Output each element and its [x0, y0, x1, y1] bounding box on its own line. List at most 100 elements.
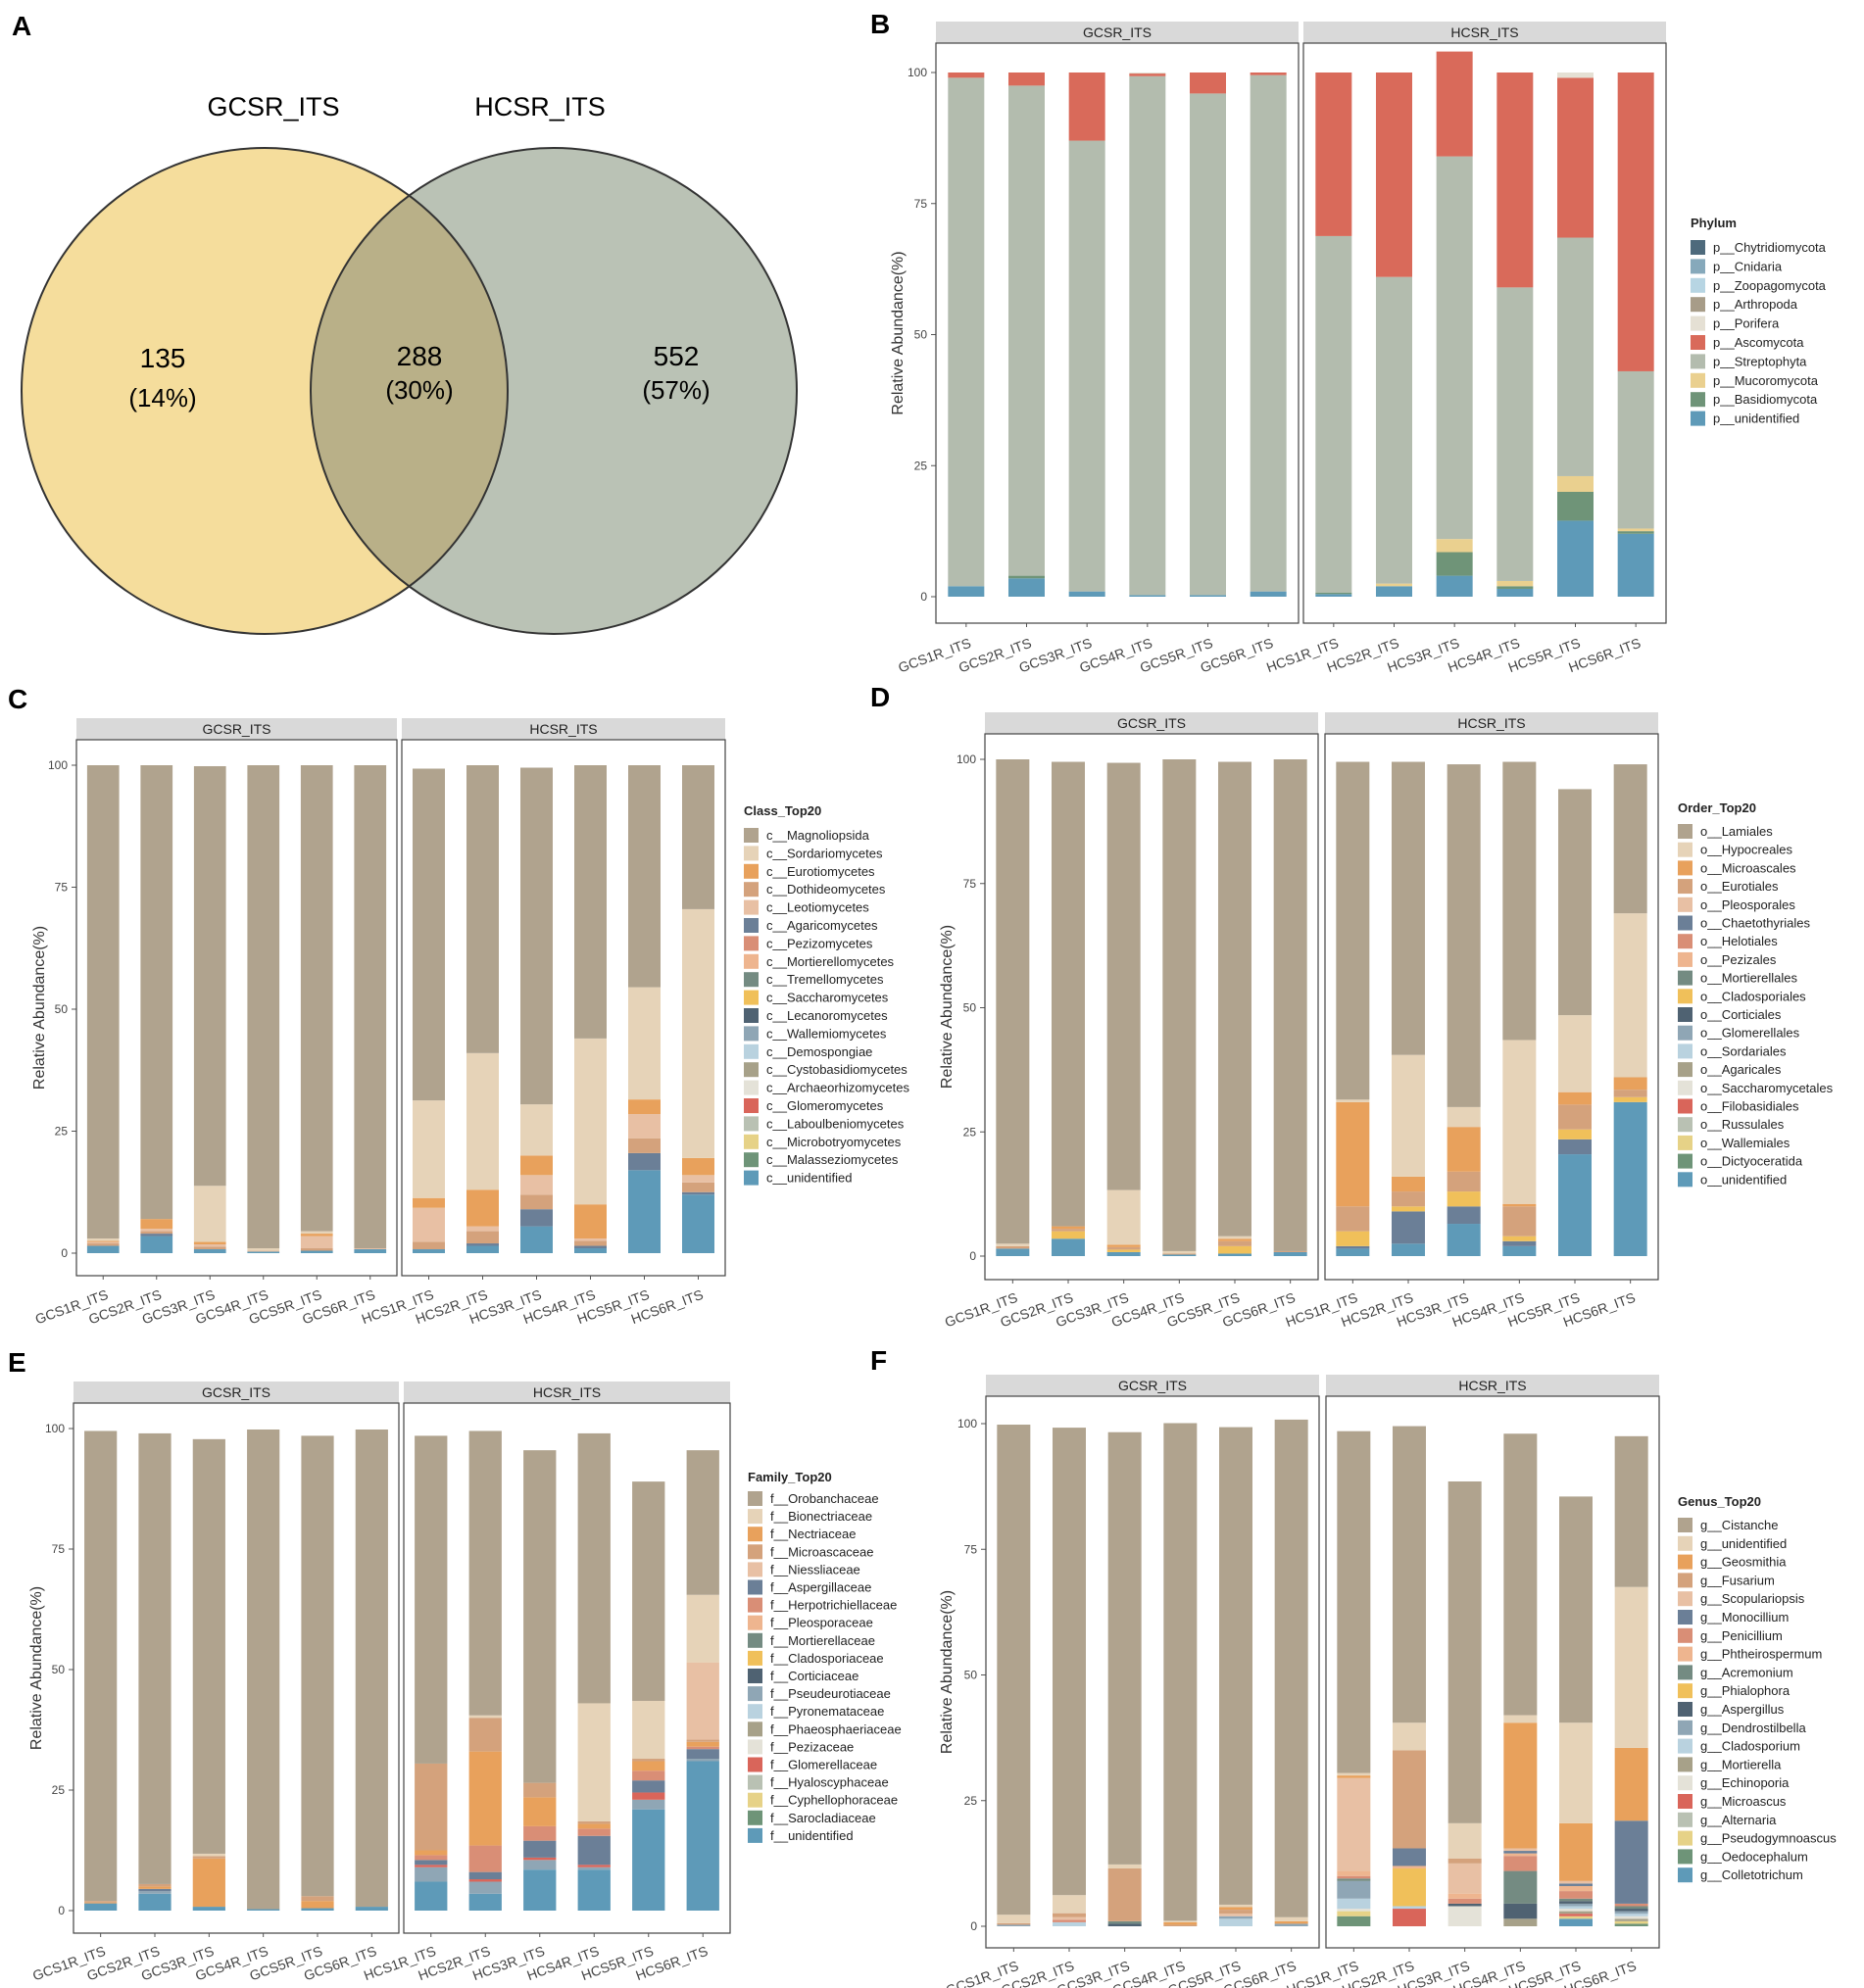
bar-segment: [86, 1243, 120, 1246]
bar-segment: [628, 987, 661, 1100]
bar-segment: [1614, 1909, 1648, 1912]
legend-label: o__Mortierellales: [1700, 971, 1797, 986]
legend-swatch: [748, 1544, 762, 1560]
bar-segment: [1376, 586, 1412, 597]
legend-label: f__Corticiaceae: [770, 1669, 858, 1683]
y-tick-label: 0: [969, 1249, 976, 1263]
legend-label: p__Porifera: [1713, 316, 1780, 331]
legend-label: f__Niessliaceae: [770, 1562, 860, 1576]
venn-overlap-count: 288: [397, 341, 443, 371]
bar-segment: [140, 1234, 173, 1236]
bar-segment: [1107, 1923, 1142, 1926]
bar-segment: [523, 1869, 557, 1911]
legend-label: o__Corticiales: [1700, 1007, 1782, 1022]
bar-segment: [1107, 1431, 1142, 1865]
legend-label: g__Dendrostilbella: [1700, 1721, 1806, 1735]
bar-segment: [1218, 1253, 1251, 1256]
bar-segment: [1219, 1904, 1252, 1908]
bar-segment: [948, 586, 985, 597]
bar-segment: [632, 1770, 665, 1781]
legend-label: f__Microascaceae: [770, 1544, 874, 1559]
bar-segment: [1447, 1206, 1481, 1225]
bar-segment: [140, 1229, 173, 1232]
bar-segment: [1447, 1224, 1481, 1256]
bar-segment: [1337, 1875, 1371, 1879]
legend-label: c__Wallemiomycetes: [766, 1026, 887, 1041]
bar-segment: [574, 1238, 607, 1241]
bar-segment: [1447, 1127, 1481, 1172]
bar-segment: [1008, 575, 1045, 579]
legend-swatch: [744, 846, 759, 861]
bar-segment: [1614, 1918, 1648, 1921]
facet-strip-label: HCSR_ITS: [1458, 1378, 1526, 1393]
bar-segment: [1162, 1253, 1197, 1255]
bar-segment: [1559, 1883, 1593, 1886]
bar-segment: [686, 1746, 719, 1750]
legend-swatch: [744, 1134, 759, 1149]
facet-strip-label: HCSR_ITS: [1450, 24, 1518, 40]
bar-segment: [1447, 1906, 1482, 1926]
facet-strip: [402, 718, 725, 740]
bar-segment: [1163, 1920, 1198, 1922]
legend-swatch: [1678, 860, 1692, 876]
bar-segment: [1218, 1236, 1251, 1239]
bar-segment: [1617, 528, 1654, 532]
bar-segment: [1502, 1240, 1537, 1246]
bar-segment: [1614, 1820, 1648, 1904]
bar-segment: [1447, 1171, 1481, 1192]
bar-segment: [1436, 575, 1473, 597]
bar-segment: [192, 1856, 225, 1859]
bar-segment: [1496, 586, 1534, 589]
bar-segment: [1163, 1924, 1198, 1926]
legend-label: p__unidentified: [1713, 412, 1799, 426]
bar-segment: [1614, 1914, 1648, 1916]
chart-family: Relative Abundance(%)0255075100GCSR_ITSG…: [28, 1382, 902, 1983]
bar-segment: [1393, 1909, 1426, 1926]
bar-segment: [413, 768, 445, 1101]
bar-segment: [1614, 1911, 1648, 1915]
bar-segment: [466, 1231, 499, 1244]
bar-segment: [1315, 235, 1352, 593]
venn-right-label: HCSR_ITS: [474, 92, 606, 121]
bar-segment: [1447, 1863, 1482, 1894]
bar-segment: [682, 1175, 714, 1183]
legend-label: g__Acremonium: [1700, 1665, 1793, 1679]
facet-panel-border: [401, 739, 726, 1277]
y-tick-label: 100: [45, 1422, 65, 1435]
bar-segment: [1393, 1722, 1426, 1751]
legend-label: f__Cyphellophoraceae: [770, 1793, 898, 1808]
legend-swatch: [748, 1579, 762, 1595]
bar-segment: [1219, 1910, 1252, 1915]
legend-swatch: [1678, 1665, 1692, 1680]
legend-label: f__Bionectriaceae: [770, 1509, 872, 1524]
legend-label: g__Aspergillus: [1700, 1702, 1785, 1717]
legend-label: p__Mucoromycota: [1713, 373, 1819, 388]
facet-gcsr: GCSR_ITSGCS1R_ITSGCS2R_ITSGCS3R_ITSGCS4R…: [30, 1382, 400, 1983]
bar-segment: [84, 1901, 118, 1903]
legend-swatch: [1678, 989, 1692, 1004]
bar-segment: [1129, 75, 1166, 596]
legend-swatch: [1691, 315, 1705, 331]
bar-segment: [415, 1867, 448, 1882]
bar-segment: [1558, 1091, 1592, 1105]
bar-segment: [247, 1250, 280, 1252]
y-tick-label: 25: [964, 1794, 978, 1808]
bar-segment: [523, 1860, 557, 1870]
legend-swatch: [748, 1774, 762, 1790]
facet-strip: [986, 1375, 1319, 1396]
bar-segment: [1068, 591, 1105, 597]
legend-swatch: [748, 1632, 762, 1648]
facet-gcsr: GCSR_ITSGCS1R_ITSGCS2R_ITSGCS3R_ITSGCS4R…: [33, 718, 398, 1327]
facet-gcsr: GCSR_ITSGCS1R_ITSGCS2R_ITSGCS3R_ITSGCS4R…: [944, 1375, 1320, 1988]
bar-segment: [84, 1430, 118, 1902]
bar-segment: [1503, 1848, 1538, 1852]
bar-segment: [520, 1155, 553, 1176]
bar-segment: [1190, 93, 1226, 596]
bar-segment: [686, 1761, 719, 1911]
legend-label: o__Sordariales: [1700, 1043, 1787, 1058]
bar-segment: [996, 1243, 1030, 1246]
bar-segment: [577, 1432, 611, 1704]
bar-segment: [632, 1780, 665, 1793]
bar-segment: [1162, 1254, 1197, 1256]
bar-segment: [1559, 1903, 1593, 1907]
